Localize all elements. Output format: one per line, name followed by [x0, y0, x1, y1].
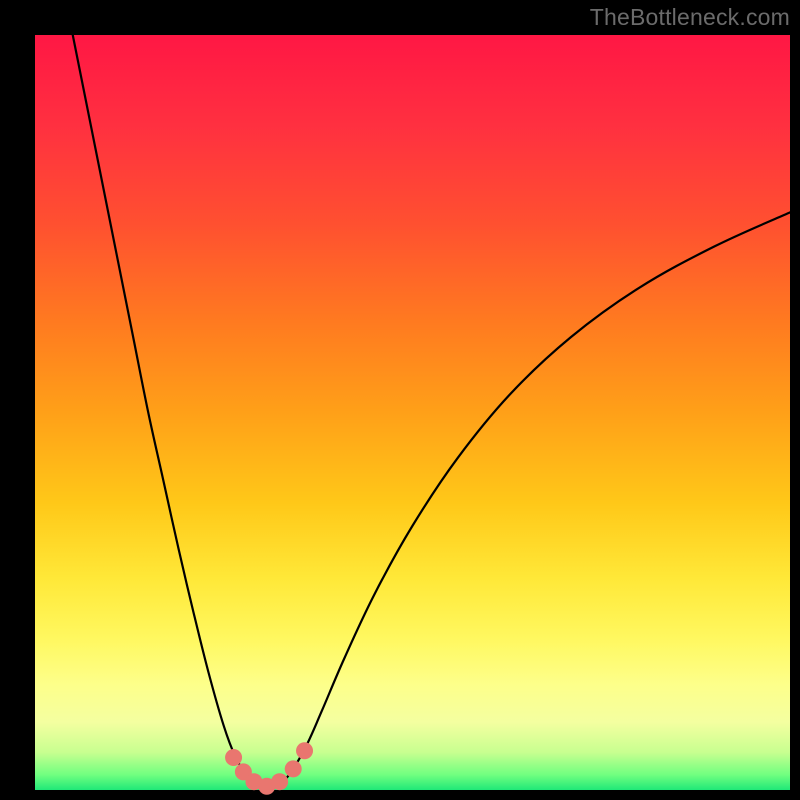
stage: TheBottleneck.com — [0, 0, 800, 800]
curve-marker — [225, 749, 242, 766]
chart-svg — [0, 0, 800, 800]
curve-marker — [296, 742, 313, 759]
curve-marker — [285, 760, 302, 777]
curve-marker — [271, 773, 288, 790]
watermark-text: TheBottleneck.com — [590, 4, 790, 31]
